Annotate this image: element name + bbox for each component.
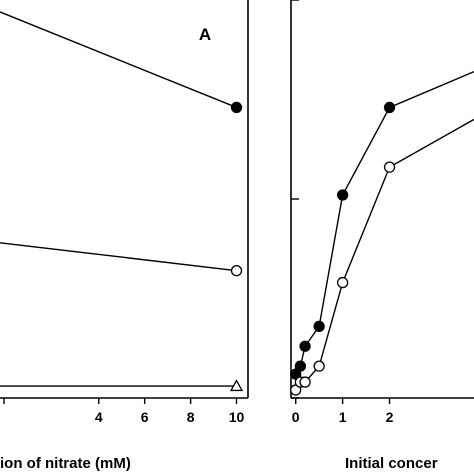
data-point-open [383, 161, 396, 173]
data-point-filled [230, 101, 243, 114]
data-point-open [336, 276, 349, 289]
data-point-open [313, 360, 325, 372]
data-point-filled [383, 101, 396, 114]
series-line [0, 11, 237, 109]
data-point-open [299, 376, 311, 388]
data-point-triangle [229, 379, 244, 392]
data-point-filled [294, 360, 307, 372]
x-tick-label: 6 [141, 409, 149, 425]
x-axis-label: ion of nitrate (mM) [0, 455, 131, 472]
data-point-filled [299, 340, 311, 352]
data-point-filled [313, 320, 325, 333]
data-point-open [230, 264, 243, 277]
x-axis-label: Initial concer [345, 455, 438, 472]
series-line [295, 118, 474, 391]
data-point-filled [336, 189, 349, 201]
x-tick-label: 10 [229, 409, 245, 425]
x-tick-label: 1 [339, 409, 347, 425]
x-tick-label: 0 [292, 409, 300, 425]
series-line [0, 242, 237, 272]
x-tick-label: 2 [386, 409, 394, 425]
panel-b: 0 1 2 Initial concer [290, 0, 474, 472]
x-tick-label: 8 [187, 409, 195, 425]
panel-label: A [199, 25, 211, 44]
x-tick-label: 4 [95, 409, 103, 425]
